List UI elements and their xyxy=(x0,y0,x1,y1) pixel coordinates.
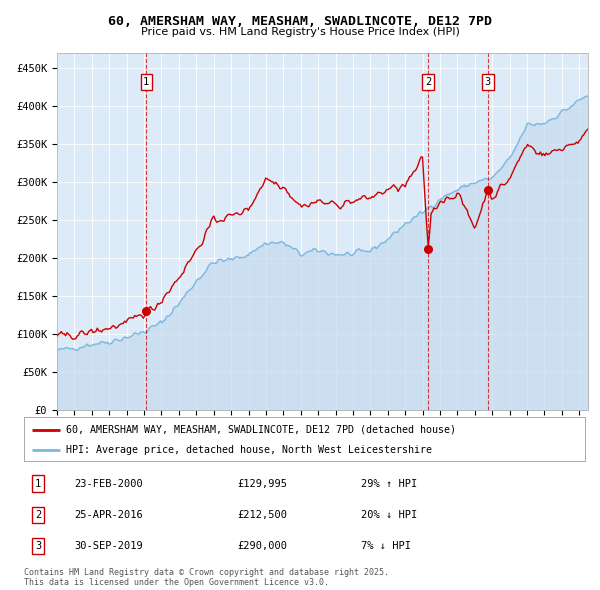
Text: £290,000: £290,000 xyxy=(237,541,287,551)
Text: £212,500: £212,500 xyxy=(237,510,287,520)
Text: 23-FEB-2000: 23-FEB-2000 xyxy=(74,478,143,489)
Text: 1: 1 xyxy=(143,77,149,87)
Text: 7% ↓ HPI: 7% ↓ HPI xyxy=(361,541,410,551)
Text: 3: 3 xyxy=(485,77,491,87)
Text: 60, AMERSHAM WAY, MEASHAM, SWADLINCOTE, DE12 7PD (detached house): 60, AMERSHAM WAY, MEASHAM, SWADLINCOTE, … xyxy=(66,425,456,434)
Text: Contains HM Land Registry data © Crown copyright and database right 2025.
This d: Contains HM Land Registry data © Crown c… xyxy=(24,568,389,587)
Text: 2: 2 xyxy=(35,510,41,520)
Text: 30-SEP-2019: 30-SEP-2019 xyxy=(74,541,143,551)
Text: 25-APR-2016: 25-APR-2016 xyxy=(74,510,143,520)
Text: 2: 2 xyxy=(425,77,431,87)
Text: 20% ↓ HPI: 20% ↓ HPI xyxy=(361,510,417,520)
Text: £129,995: £129,995 xyxy=(237,478,287,489)
Text: 29% ↑ HPI: 29% ↑ HPI xyxy=(361,478,417,489)
Text: 1: 1 xyxy=(35,478,41,489)
Text: HPI: Average price, detached house, North West Leicestershire: HPI: Average price, detached house, Nort… xyxy=(66,445,432,455)
Text: 60, AMERSHAM WAY, MEASHAM, SWADLINCOTE, DE12 7PD: 60, AMERSHAM WAY, MEASHAM, SWADLINCOTE, … xyxy=(108,15,492,28)
Text: 3: 3 xyxy=(35,541,41,551)
Text: Price paid vs. HM Land Registry's House Price Index (HPI): Price paid vs. HM Land Registry's House … xyxy=(140,27,460,37)
